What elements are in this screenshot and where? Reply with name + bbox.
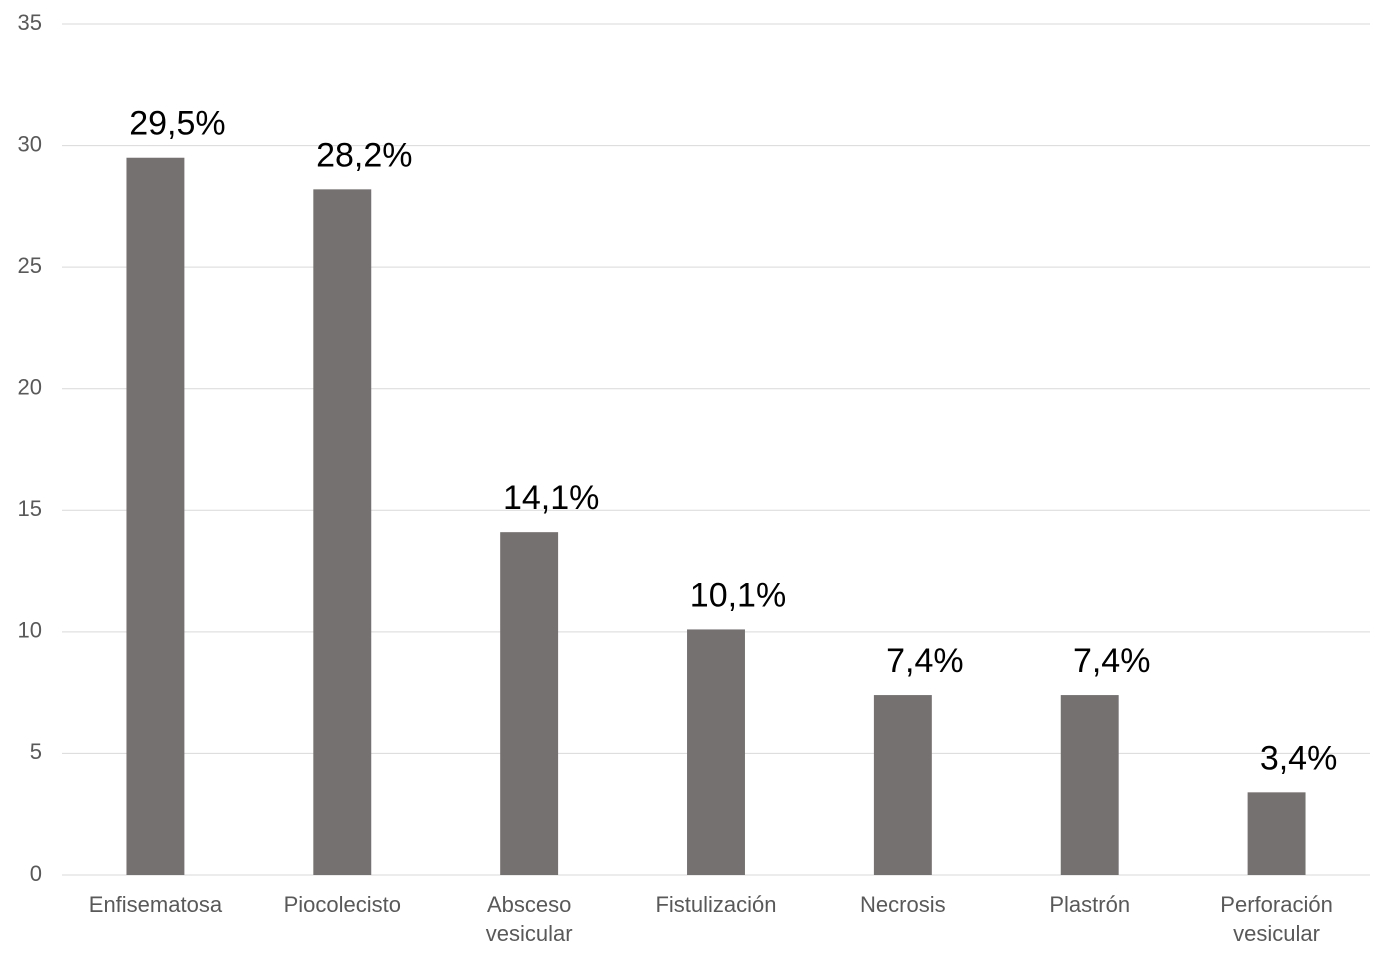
bar bbox=[500, 532, 559, 875]
x-tick-label: Necrosis bbox=[860, 892, 946, 917]
y-tick-label: 15 bbox=[18, 496, 42, 521]
x-tick-label: Piocolecisto bbox=[283, 892, 401, 917]
x-tick-label: Enfisematosa bbox=[88, 892, 223, 917]
y-tick-label: 0 bbox=[30, 861, 42, 886]
y-tick-label: 10 bbox=[18, 618, 42, 643]
data-label: 14,1% bbox=[503, 479, 599, 517]
data-label: 7,4% bbox=[886, 642, 964, 680]
x-tick-label: Plastrón bbox=[1049, 892, 1131, 917]
y-tick-label: 35 bbox=[18, 10, 42, 35]
data-label: 28,2% bbox=[316, 136, 412, 174]
data-label: 7,4% bbox=[1073, 642, 1151, 680]
bar bbox=[1060, 695, 1119, 875]
bar bbox=[126, 157, 185, 875]
y-tick-label: 25 bbox=[18, 253, 42, 278]
x-tick-label: Fistulización bbox=[655, 892, 777, 917]
bar bbox=[313, 189, 372, 875]
x-tick-label: Perforación vesicular bbox=[1220, 892, 1333, 946]
data-label: 10,1% bbox=[690, 576, 786, 614]
bar bbox=[687, 629, 745, 875]
bar bbox=[1247, 792, 1306, 875]
bar bbox=[873, 695, 932, 875]
y-tick-label: 30 bbox=[18, 131, 42, 156]
data-label: 29,5% bbox=[129, 105, 225, 143]
y-tick-label: 5 bbox=[30, 739, 42, 764]
y-tick-label: 20 bbox=[18, 375, 42, 400]
x-tick-label: Absceso vesicular bbox=[485, 892, 573, 946]
data-label: 3,4% bbox=[1260, 739, 1338, 777]
